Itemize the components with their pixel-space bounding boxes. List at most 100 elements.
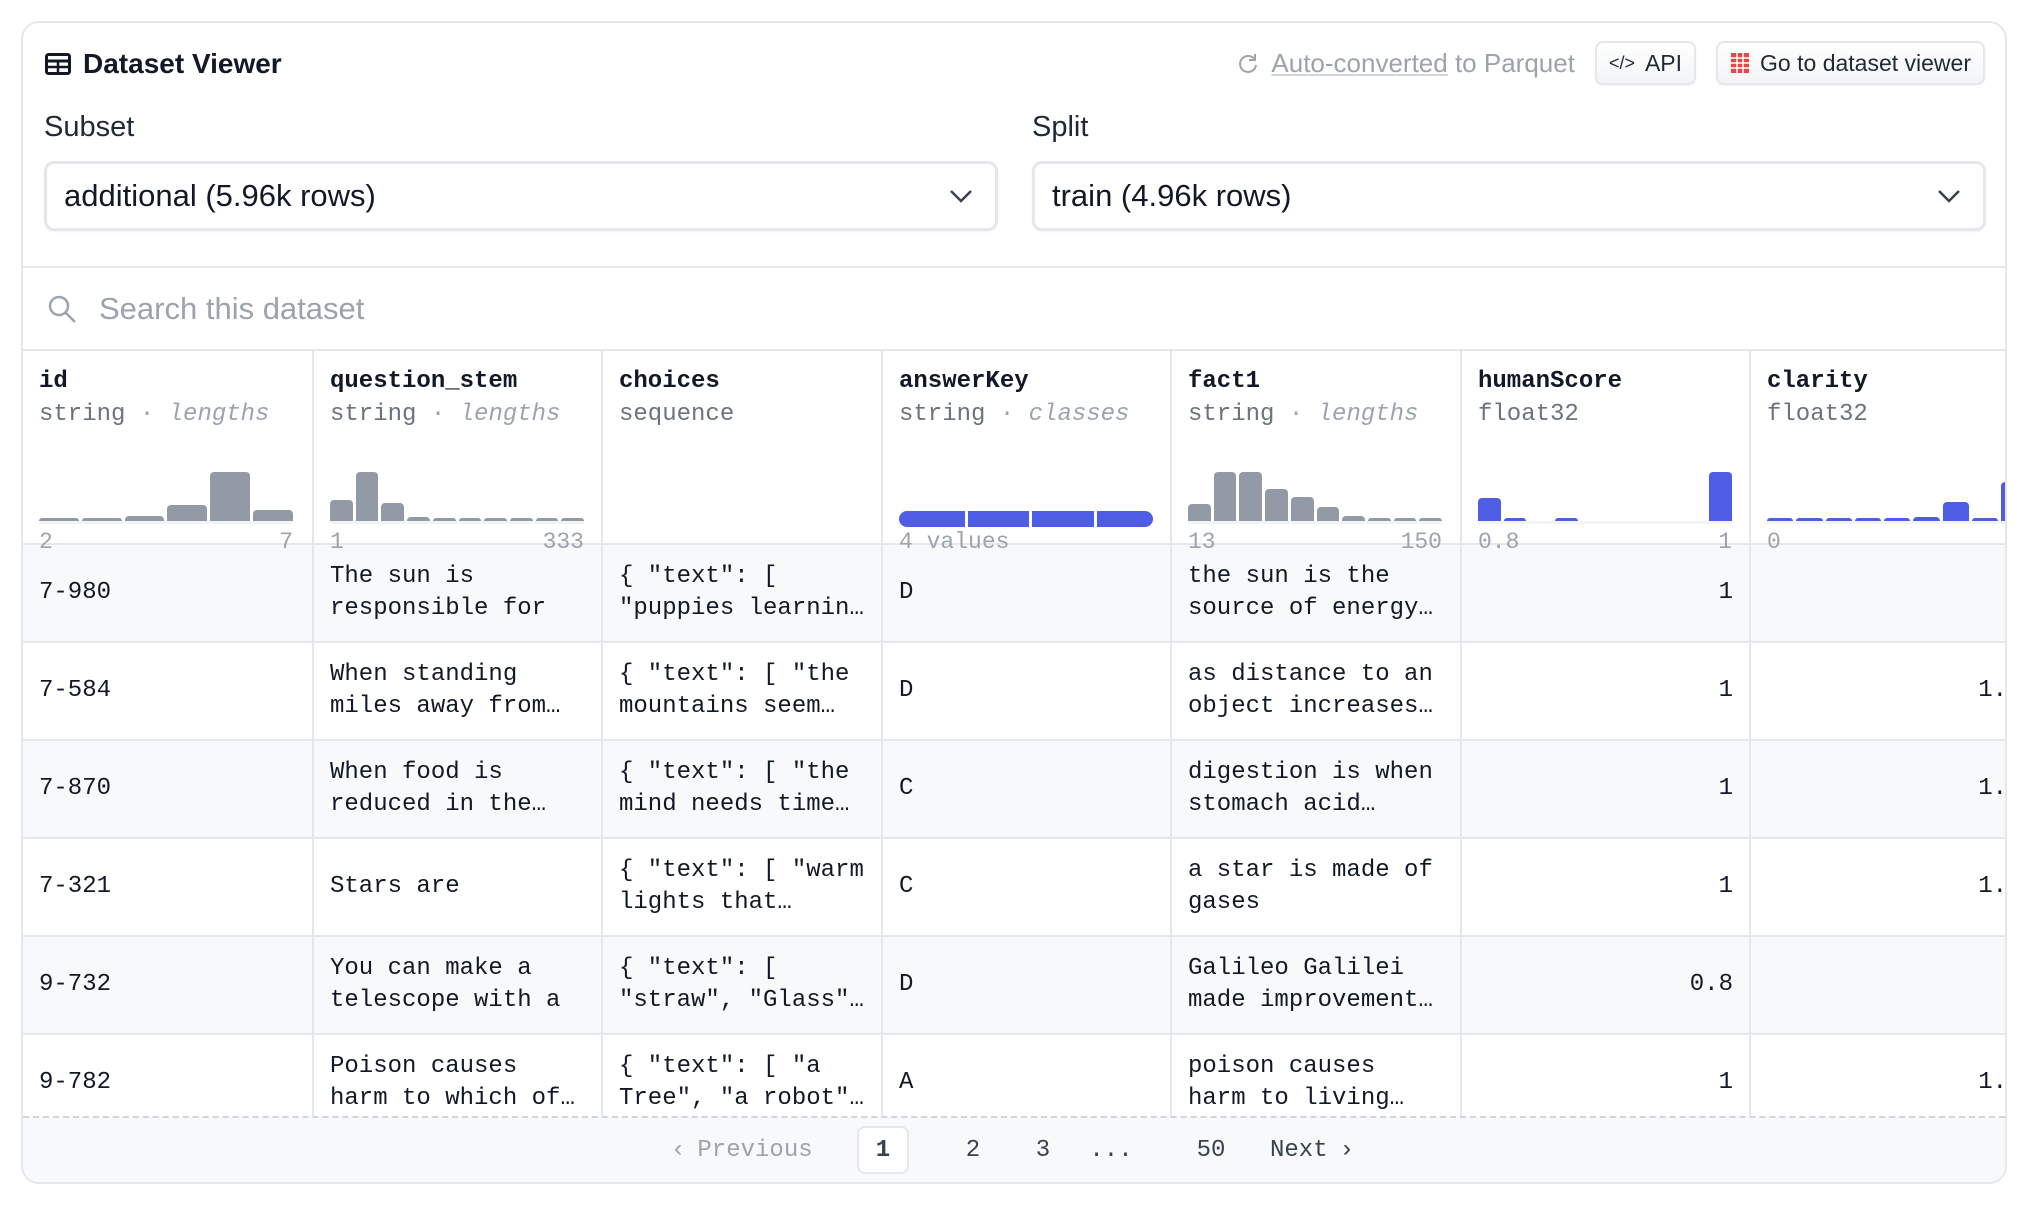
histogram-bar[interactable] <box>1913 516 1940 521</box>
cell-question_stem[interactable]: When standing miles away from… <box>314 643 603 739</box>
histogram-bar[interactable] <box>1503 518 1527 521</box>
class-segment[interactable] <box>1096 511 1153 527</box>
histogram-bar[interactable] <box>1239 472 1263 521</box>
column-header-clarity[interactable]: clarity float32 0 <box>1751 351 2005 555</box>
cell-clarity[interactable]: 1. <box>1751 839 2005 935</box>
cell-choices[interactable]: { "text": [ "warm lights that… <box>603 839 883 935</box>
column-header-fact1[interactable]: fact1 string · lengths 13 150 <box>1172 351 1462 555</box>
histogram-bar[interactable] <box>355 472 379 521</box>
next-page-button[interactable]: Next › <box>1270 1126 1354 1174</box>
cell-answerkey[interactable]: C <box>883 839 1172 935</box>
cell-clarity[interactable]: 1. <box>1751 643 2005 739</box>
table-row[interactable]: 7-870 When food is reduced in the…{ "text… <box>23 741 2005 839</box>
column-header-humanscore[interactable]: humanScore float32 0.8 1 <box>1462 351 1751 555</box>
histogram-bar[interactable] <box>432 518 456 521</box>
histogram-bar[interactable] <box>561 518 585 521</box>
cell-answerkey[interactable]: D <box>883 545 1172 641</box>
cell-question_stem[interactable]: You can make a telescope with a <box>314 937 603 1033</box>
cell-humanscore[interactable]: 1 <box>1462 741 1751 837</box>
histogram-bar[interactable] <box>1854 518 1882 521</box>
table-row[interactable]: 7-980 The sun is responsible for{ "text":… <box>23 545 2005 643</box>
histogram-bar[interactable] <box>330 500 353 521</box>
histogram-bar[interactable] <box>1796 518 1823 521</box>
table-row[interactable]: 7-584 When standing miles away from…{ "te… <box>23 643 2005 741</box>
class-segment[interactable] <box>899 511 966 527</box>
cell-answerkey[interactable]: A <box>883 1035 1172 1131</box>
cell-clarity[interactable] <box>1751 937 2005 1033</box>
cell-id[interactable]: 7-980 <box>23 545 314 641</box>
cell-question_stem[interactable]: The sun is responsible for <box>314 545 603 641</box>
cell-clarity[interactable] <box>1751 545 2005 641</box>
histogram-bar[interactable] <box>1188 503 1211 521</box>
histogram-bar[interactable] <box>1367 518 1391 521</box>
histogram-bar[interactable] <box>1265 488 1288 521</box>
column-header-question_stem[interactable]: question_stem string · lengths 1 333 <box>314 351 603 555</box>
cell-fact1[interactable]: a star is made of gases <box>1172 839 1462 935</box>
cell-fact1[interactable]: digestion is when stomach acid… <box>1172 741 1462 837</box>
histogram-bar[interactable] <box>2001 482 2005 521</box>
cell-choices[interactable]: { "text": [ "straw", "Glass"… <box>603 937 883 1033</box>
cell-question_stem[interactable]: When food is reduced in the… <box>314 741 603 837</box>
cell-fact1[interactable]: as distance to an object increases… <box>1172 643 1462 739</box>
api-button[interactable]: </> API <box>1594 41 1697 85</box>
histogram-bar[interactable] <box>81 518 122 521</box>
page-3[interactable]: 3 <box>1035 1136 1051 1164</box>
histogram-bar[interactable] <box>253 509 293 521</box>
cell-clarity[interactable]: 1. <box>1751 1035 2005 1131</box>
table-row[interactable]: 9-732 You can make a telescope with a{ "t… <box>23 937 2005 1035</box>
histogram-bar[interactable] <box>1555 518 1578 521</box>
cell-id[interactable]: 7-870 <box>23 741 314 837</box>
cell-answerkey[interactable]: D <box>883 937 1172 1033</box>
cell-choices[interactable]: { "text": [ "puppies learnin… <box>603 545 883 641</box>
go-to-viewer-button[interactable]: Go to dataset viewer <box>1716 41 1985 85</box>
class-segment[interactable] <box>968 511 1030 527</box>
histogram-bar[interactable] <box>535 518 559 521</box>
cell-question_stem[interactable]: Poison causes harm to which of… <box>314 1035 603 1131</box>
histogram-bar[interactable] <box>39 518 79 521</box>
column-header-answerkey[interactable]: answerKey string · classes 4 values <box>883 351 1172 555</box>
histogram-bar[interactable] <box>210 472 251 521</box>
class-segment[interactable] <box>1032 511 1094 527</box>
page-2[interactable]: 2 <box>965 1136 981 1164</box>
cell-humanscore[interactable]: 1 <box>1462 1035 1751 1131</box>
histogram-bar[interactable] <box>1393 518 1417 521</box>
histogram-bar[interactable] <box>167 504 208 521</box>
cell-fact1[interactable]: poison causes harm to living… <box>1172 1035 1462 1131</box>
cell-id[interactable]: 9-782 <box>23 1035 314 1131</box>
auto-converted-link[interactable]: Auto-converted <box>1271 47 1448 78</box>
cell-humanscore[interactable]: 1 <box>1462 839 1751 935</box>
cell-humanscore[interactable]: 0.8 <box>1462 937 1751 1033</box>
histogram-bar[interactable] <box>124 515 165 521</box>
histogram-bar[interactable] <box>1972 518 1999 521</box>
subset-select[interactable]: additional (5.96k rows) <box>44 161 998 231</box>
column-header-choices[interactable]: choices sequence <box>603 351 883 543</box>
cell-fact1[interactable]: Galileo Galilei made improvement… <box>1172 937 1462 1033</box>
histogram-bar[interactable] <box>458 518 482 521</box>
cell-id[interactable]: 7-584 <box>23 643 314 739</box>
cell-answerkey[interactable]: D <box>883 643 1172 739</box>
cell-humanscore[interactable]: 1 <box>1462 545 1751 641</box>
histogram-bar[interactable] <box>1767 518 1794 521</box>
histogram-bar[interactable] <box>509 518 533 521</box>
cell-choices[interactable]: { "text": [ "a Tree", "a robot"… <box>603 1035 883 1131</box>
histogram-bar[interactable] <box>407 516 430 521</box>
histogram-bar[interactable] <box>1213 472 1237 521</box>
cell-id[interactable]: 7-321 <box>23 839 314 935</box>
cell-choices[interactable]: { "text": [ "the mountains seem… <box>603 643 883 739</box>
cell-clarity[interactable]: 1. <box>1751 741 2005 837</box>
histogram-bar[interactable] <box>1884 518 1911 521</box>
split-select[interactable]: train (4.96k rows) <box>1032 161 1986 231</box>
histogram-bar[interactable] <box>1290 497 1314 521</box>
histogram-bar[interactable] <box>1342 516 1365 521</box>
histogram-bar[interactable] <box>381 502 405 521</box>
search-input[interactable] <box>99 290 999 327</box>
histogram-bar[interactable] <box>484 518 507 521</box>
previous-page-button[interactable]: ‹ Previous <box>671 1126 813 1174</box>
histogram-bar[interactable] <box>1942 502 1970 521</box>
cell-fact1[interactable]: the sun is the source of energy… <box>1172 545 1462 641</box>
histogram-bar[interactable] <box>1825 518 1852 521</box>
cell-id[interactable]: 9-732 <box>23 937 314 1033</box>
histogram-bar[interactable] <box>1478 497 1501 521</box>
histogram-bar[interactable] <box>1419 518 1443 521</box>
pagination-ellipsis[interactable]: ... <box>1089 1136 1133 1164</box>
